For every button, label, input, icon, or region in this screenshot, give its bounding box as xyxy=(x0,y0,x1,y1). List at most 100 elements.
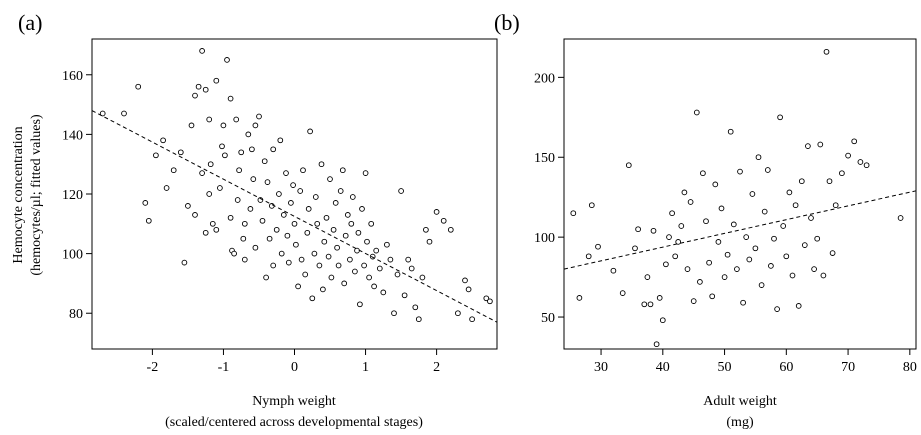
panel-b-data-point xyxy=(700,170,706,177)
panel-a-data-point xyxy=(264,179,271,185)
panel-b-plot-area xyxy=(563,38,917,350)
panel-b-data-point xyxy=(678,223,685,229)
panel-a-data-point xyxy=(297,188,304,194)
panel-a-data-point xyxy=(284,232,291,239)
panel-a-data-point xyxy=(249,146,255,153)
panel-a-data-point xyxy=(213,226,220,233)
panel-b-data-point xyxy=(851,138,858,145)
panel-a-data-point xyxy=(270,262,277,269)
panel-a-data-point xyxy=(202,86,209,93)
panel-a-data-point xyxy=(250,176,257,182)
panel-a-y-subtitle: (hemocytes/µl; fitted values) xyxy=(29,114,44,276)
panel-b-data-point xyxy=(693,109,700,116)
panel-b-xtick-label: 60 xyxy=(779,360,793,375)
panel-b-data-point xyxy=(675,239,682,245)
panel-a-xtick-label: -1 xyxy=(218,360,230,375)
panel-a-data-point xyxy=(206,191,213,197)
panel-a-data-point xyxy=(314,220,321,227)
panel-a-data-point xyxy=(348,220,355,227)
panel-b-data-point xyxy=(641,301,648,308)
panel-a-data-point xyxy=(447,226,454,233)
panel-a-data-point xyxy=(341,280,348,287)
panel-b-data-point xyxy=(752,245,759,252)
panel-b-ytick-label: 200 xyxy=(534,71,555,86)
panel-a-data-point xyxy=(366,274,372,281)
panel-b-data-point xyxy=(644,274,651,280)
panel-a-data-point xyxy=(199,170,205,176)
panel-a-data-point xyxy=(304,229,311,236)
panel-a-data-point xyxy=(240,235,247,242)
panel-a-points xyxy=(99,48,493,323)
panel-a-data-point xyxy=(252,122,259,129)
panel-a-ytick-label: 140 xyxy=(62,128,83,143)
panel-b-data-point xyxy=(857,159,864,165)
panel-b-data-point xyxy=(808,215,814,221)
panel-a-y-axis: 80 100 120 140 160 xyxy=(62,69,92,322)
panel-a-data-point xyxy=(192,92,198,99)
panel-a-data-point xyxy=(339,167,346,174)
panel-b-data-point xyxy=(647,301,654,308)
panel-b-data-point xyxy=(845,152,851,159)
panel-b-data-point xyxy=(669,210,675,217)
panel-a-data-point xyxy=(234,197,241,203)
panel-b-data-point xyxy=(805,143,811,149)
panel-a-data-point xyxy=(316,262,323,269)
panel-a-y-title: Hemocyte concentration xyxy=(11,126,26,263)
panel-a-data-point xyxy=(195,83,202,90)
panel-a-data-point xyxy=(328,274,335,281)
panel-b-data-point xyxy=(823,48,830,55)
panel-a-data-point xyxy=(261,158,268,165)
panel-a-data-point xyxy=(283,170,289,176)
panel-a-xtick-label: 2 xyxy=(433,360,440,375)
panel-b-data-point xyxy=(650,227,657,234)
panel-a-ytick-label: 160 xyxy=(62,69,83,84)
panel-a-data-point xyxy=(241,256,248,263)
panel-a-data-point xyxy=(213,77,220,84)
panel-a-data-point xyxy=(280,212,287,218)
panel-a-data-point xyxy=(291,220,298,227)
panel-b-data-point xyxy=(737,168,743,175)
panel-a-data-point xyxy=(276,191,282,197)
panel-a-data-point xyxy=(227,214,234,221)
panel-b-data-point xyxy=(832,202,839,209)
panel-a-data-point xyxy=(368,220,375,227)
panel-a-data-point xyxy=(408,265,415,272)
panel-b-data-point xyxy=(632,245,638,252)
panel-b-data-point xyxy=(684,266,691,272)
panel-a-data-point xyxy=(153,152,159,159)
panel-a-data-point xyxy=(241,220,248,227)
panel-a-data-point xyxy=(277,137,284,144)
panel-a-xtick-label: 1 xyxy=(362,360,369,375)
panel-b-data-point xyxy=(697,279,703,285)
panel-b-data-point xyxy=(625,162,632,169)
panel-a-data-point xyxy=(163,185,170,191)
panel-a-xtick-label: -2 xyxy=(147,360,159,375)
panel-b-data-point xyxy=(721,274,728,280)
panel-a-data-point xyxy=(145,217,152,224)
panel-b-ytick-label: 150 xyxy=(534,151,555,166)
panel-b-data-point xyxy=(839,170,845,177)
panel-a-ytick-label: 80 xyxy=(69,307,83,322)
panel-a-data-point xyxy=(320,286,326,293)
panel-b-data-point xyxy=(829,250,836,256)
panel-a-data-point xyxy=(330,226,337,233)
panel-a-data-point xyxy=(202,229,209,236)
panel-a-data-point xyxy=(222,152,228,159)
panel-a-data-point xyxy=(252,244,259,251)
panel-a-label: (a) xyxy=(18,10,42,35)
panel-b-data-point xyxy=(817,141,824,148)
panel-b-xtick-label: 40 xyxy=(656,360,670,375)
panel-b-data-point xyxy=(798,178,805,185)
panel-a-ytick-label: 120 xyxy=(62,188,83,203)
panel-b-data-point xyxy=(780,223,787,229)
panel-a-data-point xyxy=(273,226,280,233)
panel-b-data-point xyxy=(659,317,666,324)
panel-a-data-point xyxy=(256,113,262,120)
panel-a-data-point xyxy=(233,116,240,123)
panel-a-data-point xyxy=(285,259,292,266)
panel-b-data-point xyxy=(811,266,817,272)
panel-b-data-point xyxy=(690,298,697,304)
panel-b-data-point xyxy=(656,295,663,301)
panel-b-data-point xyxy=(595,243,601,250)
panel-b-data-point xyxy=(863,162,870,169)
